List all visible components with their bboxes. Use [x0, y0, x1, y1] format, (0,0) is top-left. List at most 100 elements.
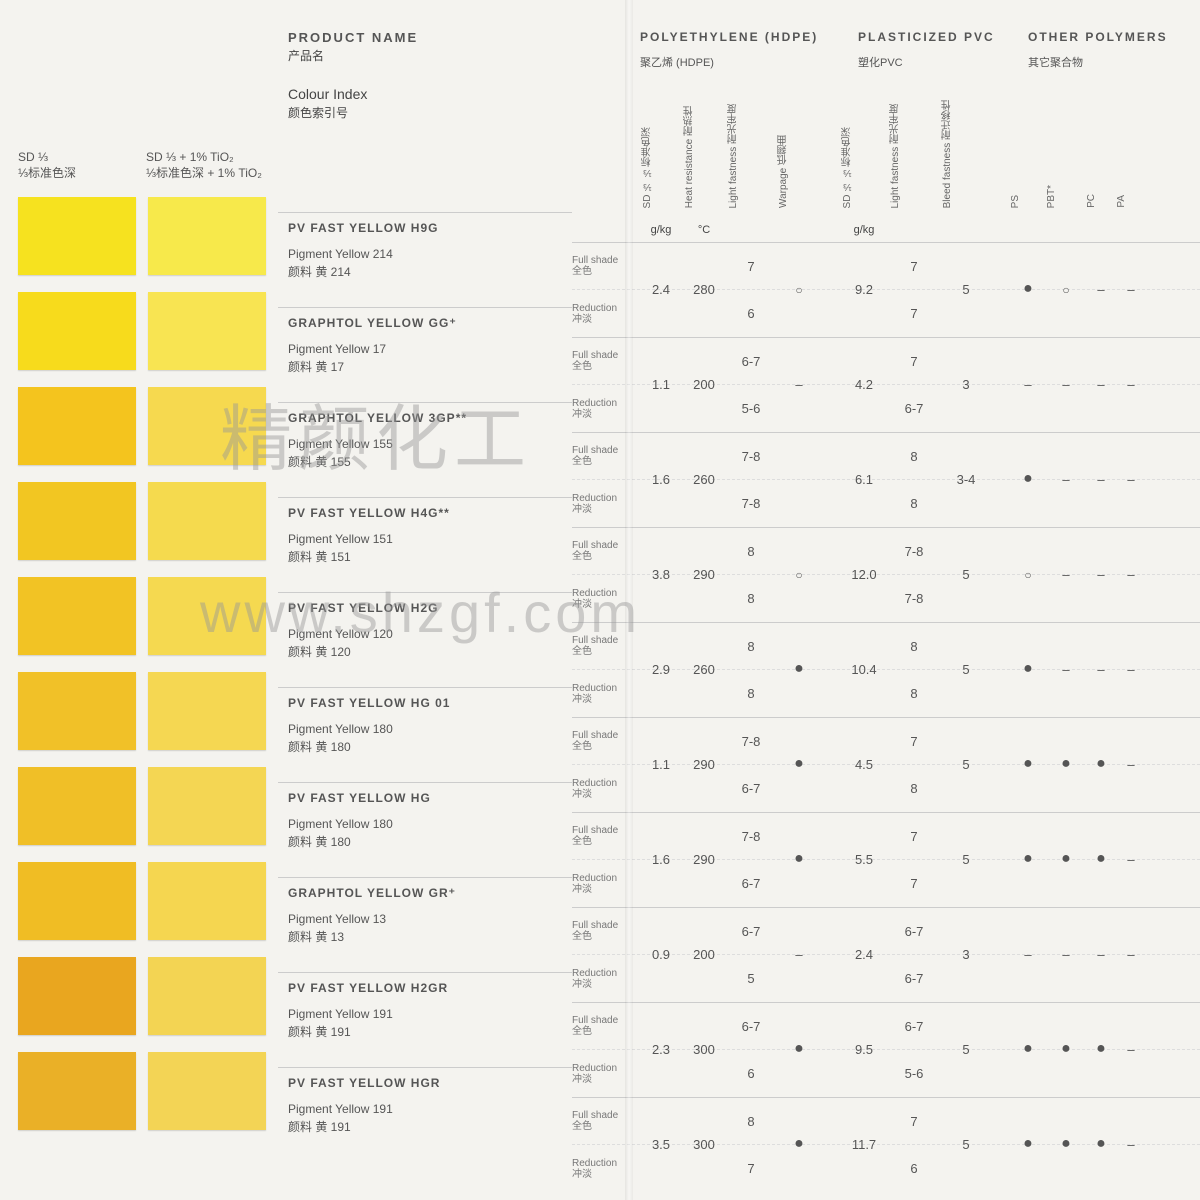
swatch-row — [18, 856, 278, 951]
swatch-fullshade — [18, 577, 136, 655]
cell-pbt: – — [1046, 472, 1086, 487]
col-pc: PC — [1086, 190, 1116, 212]
cell-lf-full: 6-7 — [726, 924, 776, 939]
colour-index: Pigment Yellow 120 — [288, 627, 572, 641]
swatch-row — [18, 191, 278, 286]
full-shade-label: Full shade全色 — [572, 920, 640, 942]
swatch-row — [18, 1046, 278, 1141]
pvc-group-hdr: PLASTICIZED PVC — [850, 30, 1020, 54]
reduction-label: Reduction冲淡 — [572, 588, 640, 610]
colour-index-zh: 颜料 黄 191 — [288, 1023, 572, 1040]
col-pbt: PBT* — [1046, 181, 1086, 212]
cell-pc: ● — [1086, 1041, 1116, 1057]
swatch-row — [18, 476, 278, 571]
cell-bleed: 5 — [940, 852, 992, 867]
colour-index-zh: 颜料 黄 17 — [288, 358, 572, 375]
cell-ps: ● — [1010, 281, 1046, 297]
cell-lf-full: 8 — [726, 639, 776, 654]
product-row: PV FAST YELLOW HGR Pigment Yellow 191 颜料… — [278, 1067, 572, 1162]
table-row: Full shade全色 0.9 200 6-7 – 2.4 6-7 3 – –… — [572, 907, 1200, 1002]
cell-heat: 300 — [682, 1042, 726, 1057]
cell-lf-red: 6 — [726, 306, 776, 321]
colour-index: Pigment Yellow 155 — [288, 437, 572, 451]
table-row: Full shade全色 2.9 260 8 ● 10.4 8 5 ● – – … — [572, 622, 1200, 717]
colour-index: Pigment Yellow 13 — [288, 912, 572, 926]
cell-heat: 290 — [682, 757, 726, 772]
product-name: GRAPHTOL YELLOW GG⁺ — [288, 316, 572, 330]
colour-index-zh: 颜料 黄 191 — [288, 1118, 572, 1135]
product-row: GRAPHTOL YELLOW 3GP** Pigment Yellow 155… — [278, 402, 572, 497]
cell-pa: – — [1116, 472, 1146, 487]
colour-index: Pigment Yellow 191 — [288, 1007, 572, 1021]
cell-pbt: – — [1046, 662, 1086, 677]
cell-lf-red: 7-8 — [726, 496, 776, 511]
cell-sd2: 4.2 — [840, 377, 888, 392]
col-heat: Heat resistance 耐热性 — [682, 102, 726, 212]
unit-gkg2: g/kg — [840, 224, 888, 236]
table-row: Full shade全色 1.1 200 6-7 – 4.2 7 3 – – –… — [572, 337, 1200, 432]
cell-lf-red: 6-7 — [726, 781, 776, 796]
swatch-fullshade — [18, 387, 136, 465]
swatch-fullshade — [18, 1052, 136, 1130]
product-name: PV FAST YELLOW H9G — [288, 221, 572, 235]
swatch-reduction — [148, 197, 266, 275]
cell-sd: 2.9 — [640, 662, 682, 677]
cell-pbt: ○ — [1046, 282, 1086, 297]
full-shade-label: Full shade全色 — [572, 1015, 640, 1037]
cell-bleed: 5 — [940, 567, 992, 582]
product-name: PV FAST YELLOW HGR — [288, 1076, 572, 1090]
cell-bleed: 5 — [940, 662, 992, 677]
product-row: PV FAST YELLOW HG Pigment Yellow 180 颜料 … — [278, 782, 572, 877]
product-row: PV FAST YELLOW H2GR Pigment Yellow 191 颜… — [278, 972, 572, 1067]
product-name: PV FAST YELLOW H2GR — [288, 981, 572, 995]
cell-lf2-red: 5-6 — [888, 1066, 940, 1081]
cell-lf-full: 8 — [726, 1114, 776, 1129]
cell-pa: – — [1116, 1042, 1146, 1057]
cell-bleed: 3 — [940, 377, 992, 392]
cell-sd2: 9.2 — [840, 282, 888, 297]
product-name: PV FAST YELLOW HG — [288, 791, 572, 805]
cell-pa: – — [1116, 567, 1146, 582]
full-shade-label: Full shade全色 — [572, 540, 640, 562]
cell-warp: ○ — [776, 567, 822, 582]
table-row: Full shade全色 1.1 290 7-8 ● 4.5 7 5 ● ● ●… — [572, 717, 1200, 812]
swatch-row — [18, 381, 278, 476]
cell-lf2-red: 7-8 — [888, 591, 940, 606]
cell-pa: – — [1116, 1137, 1146, 1152]
reduction-label: Reduction冲淡 — [572, 303, 640, 325]
colour-index: Pigment Yellow 214 — [288, 247, 572, 261]
cell-warp: ● — [776, 851, 822, 867]
cell-heat: 200 — [682, 947, 726, 962]
cell-pbt: ● — [1046, 1136, 1086, 1152]
col-sd2: SD ⅓ ⅓标准色深 — [840, 123, 888, 212]
full-shade-label: Full shade全色 — [572, 350, 640, 372]
cell-pa: – — [1116, 282, 1146, 297]
swatch-column: SD ⅓ ⅓标准色深 SD ⅓ + 1% TiO₂ ⅓标准色深 + 1% TiO… — [0, 0, 278, 1200]
full-shade-label: Full shade全色 — [572, 825, 640, 847]
product-name: PV FAST YELLOW H4G** — [288, 506, 572, 520]
cell-bleed: 5 — [940, 1042, 992, 1057]
sd-label: SD ⅓ — [18, 150, 136, 166]
cell-pc: – — [1086, 282, 1116, 297]
cell-ps: ● — [1010, 1041, 1046, 1057]
reduction-label: Reduction冲淡 — [572, 398, 640, 420]
cell-pbt: – — [1046, 567, 1086, 582]
cell-lf-full: 7-8 — [726, 734, 776, 749]
product-name-hdr-zh: 产品名 — [288, 47, 572, 64]
sd-label-zh: ⅓标准色深 — [18, 166, 136, 182]
other-group-hdr-zh: 其它聚合物 — [1020, 54, 1200, 74]
reduction-label: Reduction冲淡 — [572, 968, 640, 990]
swatch-row — [18, 666, 278, 761]
col-light: Light fastness 耐光牢度 — [726, 100, 776, 212]
cell-lf2-red: 8 — [888, 686, 940, 701]
colour-index: Pigment Yellow 151 — [288, 532, 572, 546]
unit-row: g/kg °C g/kg — [572, 212, 1200, 242]
reduction-label: Reduction冲淡 — [572, 493, 640, 515]
cell-heat: 300 — [682, 1137, 726, 1152]
table-row: Full shade全色 1.6 260 7-8 6.1 8 3-4 ● – –… — [572, 432, 1200, 527]
cell-sd: 0.9 — [640, 947, 682, 962]
full-shade-label: Full shade全色 — [572, 1110, 640, 1132]
cell-heat: 260 — [682, 662, 726, 677]
cell-lf2-red: 6-7 — [888, 401, 940, 416]
cell-pc: ● — [1086, 851, 1116, 867]
